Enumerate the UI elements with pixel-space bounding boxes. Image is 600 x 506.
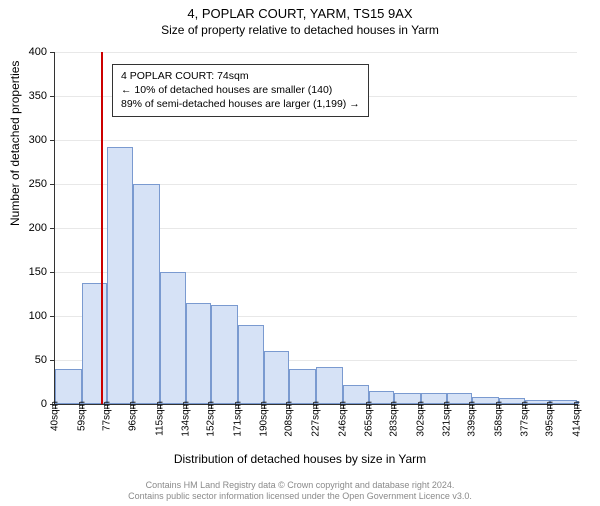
y-tick-label: 150 xyxy=(7,266,47,278)
x-tick-label: 265sqm xyxy=(364,401,375,437)
x-tick-label: 208sqm xyxy=(284,401,295,437)
histogram-bar xyxy=(238,325,265,404)
y-tick-mark xyxy=(50,140,55,141)
property-marker-line xyxy=(101,52,103,404)
histogram-bar xyxy=(264,351,289,404)
histogram-bar xyxy=(289,369,316,404)
x-tick-label: 190sqm xyxy=(259,401,270,437)
x-tick-label: 395sqm xyxy=(545,401,556,437)
annotation-line: ← 10% of detached houses are smaller (14… xyxy=(121,83,360,97)
y-tick-label: 300 xyxy=(7,134,47,146)
x-tick-label: 283sqm xyxy=(389,401,400,437)
x-tick-label: 414sqm xyxy=(572,401,583,437)
x-tick-label: 96sqm xyxy=(128,401,139,431)
x-tick-label: 77sqm xyxy=(101,401,112,431)
chart-title: 4, POPLAR COURT, YARM, TS15 9AX xyxy=(0,6,600,21)
y-tick-label: 0 xyxy=(7,398,47,410)
x-tick-label: 358sqm xyxy=(493,401,504,437)
annotation-line: 4 POPLAR COURT: 74sqm xyxy=(121,69,360,83)
x-tick-label: 115sqm xyxy=(154,401,165,436)
y-tick-label: 100 xyxy=(7,310,47,322)
y-tick-mark xyxy=(50,52,55,53)
footer-attribution: Contains HM Land Registry data © Crown c… xyxy=(0,480,600,503)
y-tick-mark xyxy=(50,272,55,273)
y-tick-mark xyxy=(50,96,55,97)
y-tick-label: 50 xyxy=(7,354,47,366)
x-tick-label: 339sqm xyxy=(467,401,478,437)
annotation-box: 4 POPLAR COURT: 74sqm← 10% of detached h… xyxy=(112,64,369,117)
chart-container: 4, POPLAR COURT, YARM, TS15 9AX Size of … xyxy=(0,6,600,506)
x-tick-label: 152sqm xyxy=(206,401,217,437)
annotation-line: 89% of semi-detached houses are larger (… xyxy=(121,97,360,111)
x-tick-label: 246sqm xyxy=(337,401,348,437)
footer-line-1: Contains HM Land Registry data © Crown c… xyxy=(0,480,600,491)
y-tick-label: 250 xyxy=(7,178,47,190)
histogram-bar xyxy=(211,305,238,404)
y-tick-mark xyxy=(50,184,55,185)
y-tick-mark xyxy=(50,360,55,361)
y-tick-label: 350 xyxy=(7,90,47,102)
x-axis-label: Distribution of detached houses by size … xyxy=(0,452,600,466)
gridline xyxy=(55,140,577,141)
footer-line-2: Contains public sector information licen… xyxy=(0,491,600,502)
x-tick-label: 40sqm xyxy=(50,401,61,431)
x-tick-label: 321sqm xyxy=(442,401,453,437)
y-tick-mark xyxy=(50,228,55,229)
y-tick-mark xyxy=(50,316,55,317)
chart-subtitle: Size of property relative to detached ho… xyxy=(0,23,600,37)
gridline xyxy=(55,52,577,53)
histogram-bar xyxy=(55,369,82,404)
x-tick-label: 302sqm xyxy=(415,401,426,437)
y-tick-label: 200 xyxy=(7,222,47,234)
x-tick-label: 134sqm xyxy=(181,401,192,437)
histogram-bar xyxy=(186,303,211,404)
y-tick-label: 400 xyxy=(7,46,47,58)
histogram-bar xyxy=(160,272,187,404)
histogram-bar xyxy=(133,184,160,404)
chart-area: 05010015020025030035040040sqm59sqm77sqm9… xyxy=(54,52,576,404)
x-tick-label: 59sqm xyxy=(76,401,87,431)
x-tick-label: 171sqm xyxy=(232,401,243,437)
histogram-bar xyxy=(107,147,134,404)
histogram-bar xyxy=(316,367,343,404)
x-tick-label: 227sqm xyxy=(311,401,322,437)
x-tick-label: 377sqm xyxy=(520,401,531,437)
